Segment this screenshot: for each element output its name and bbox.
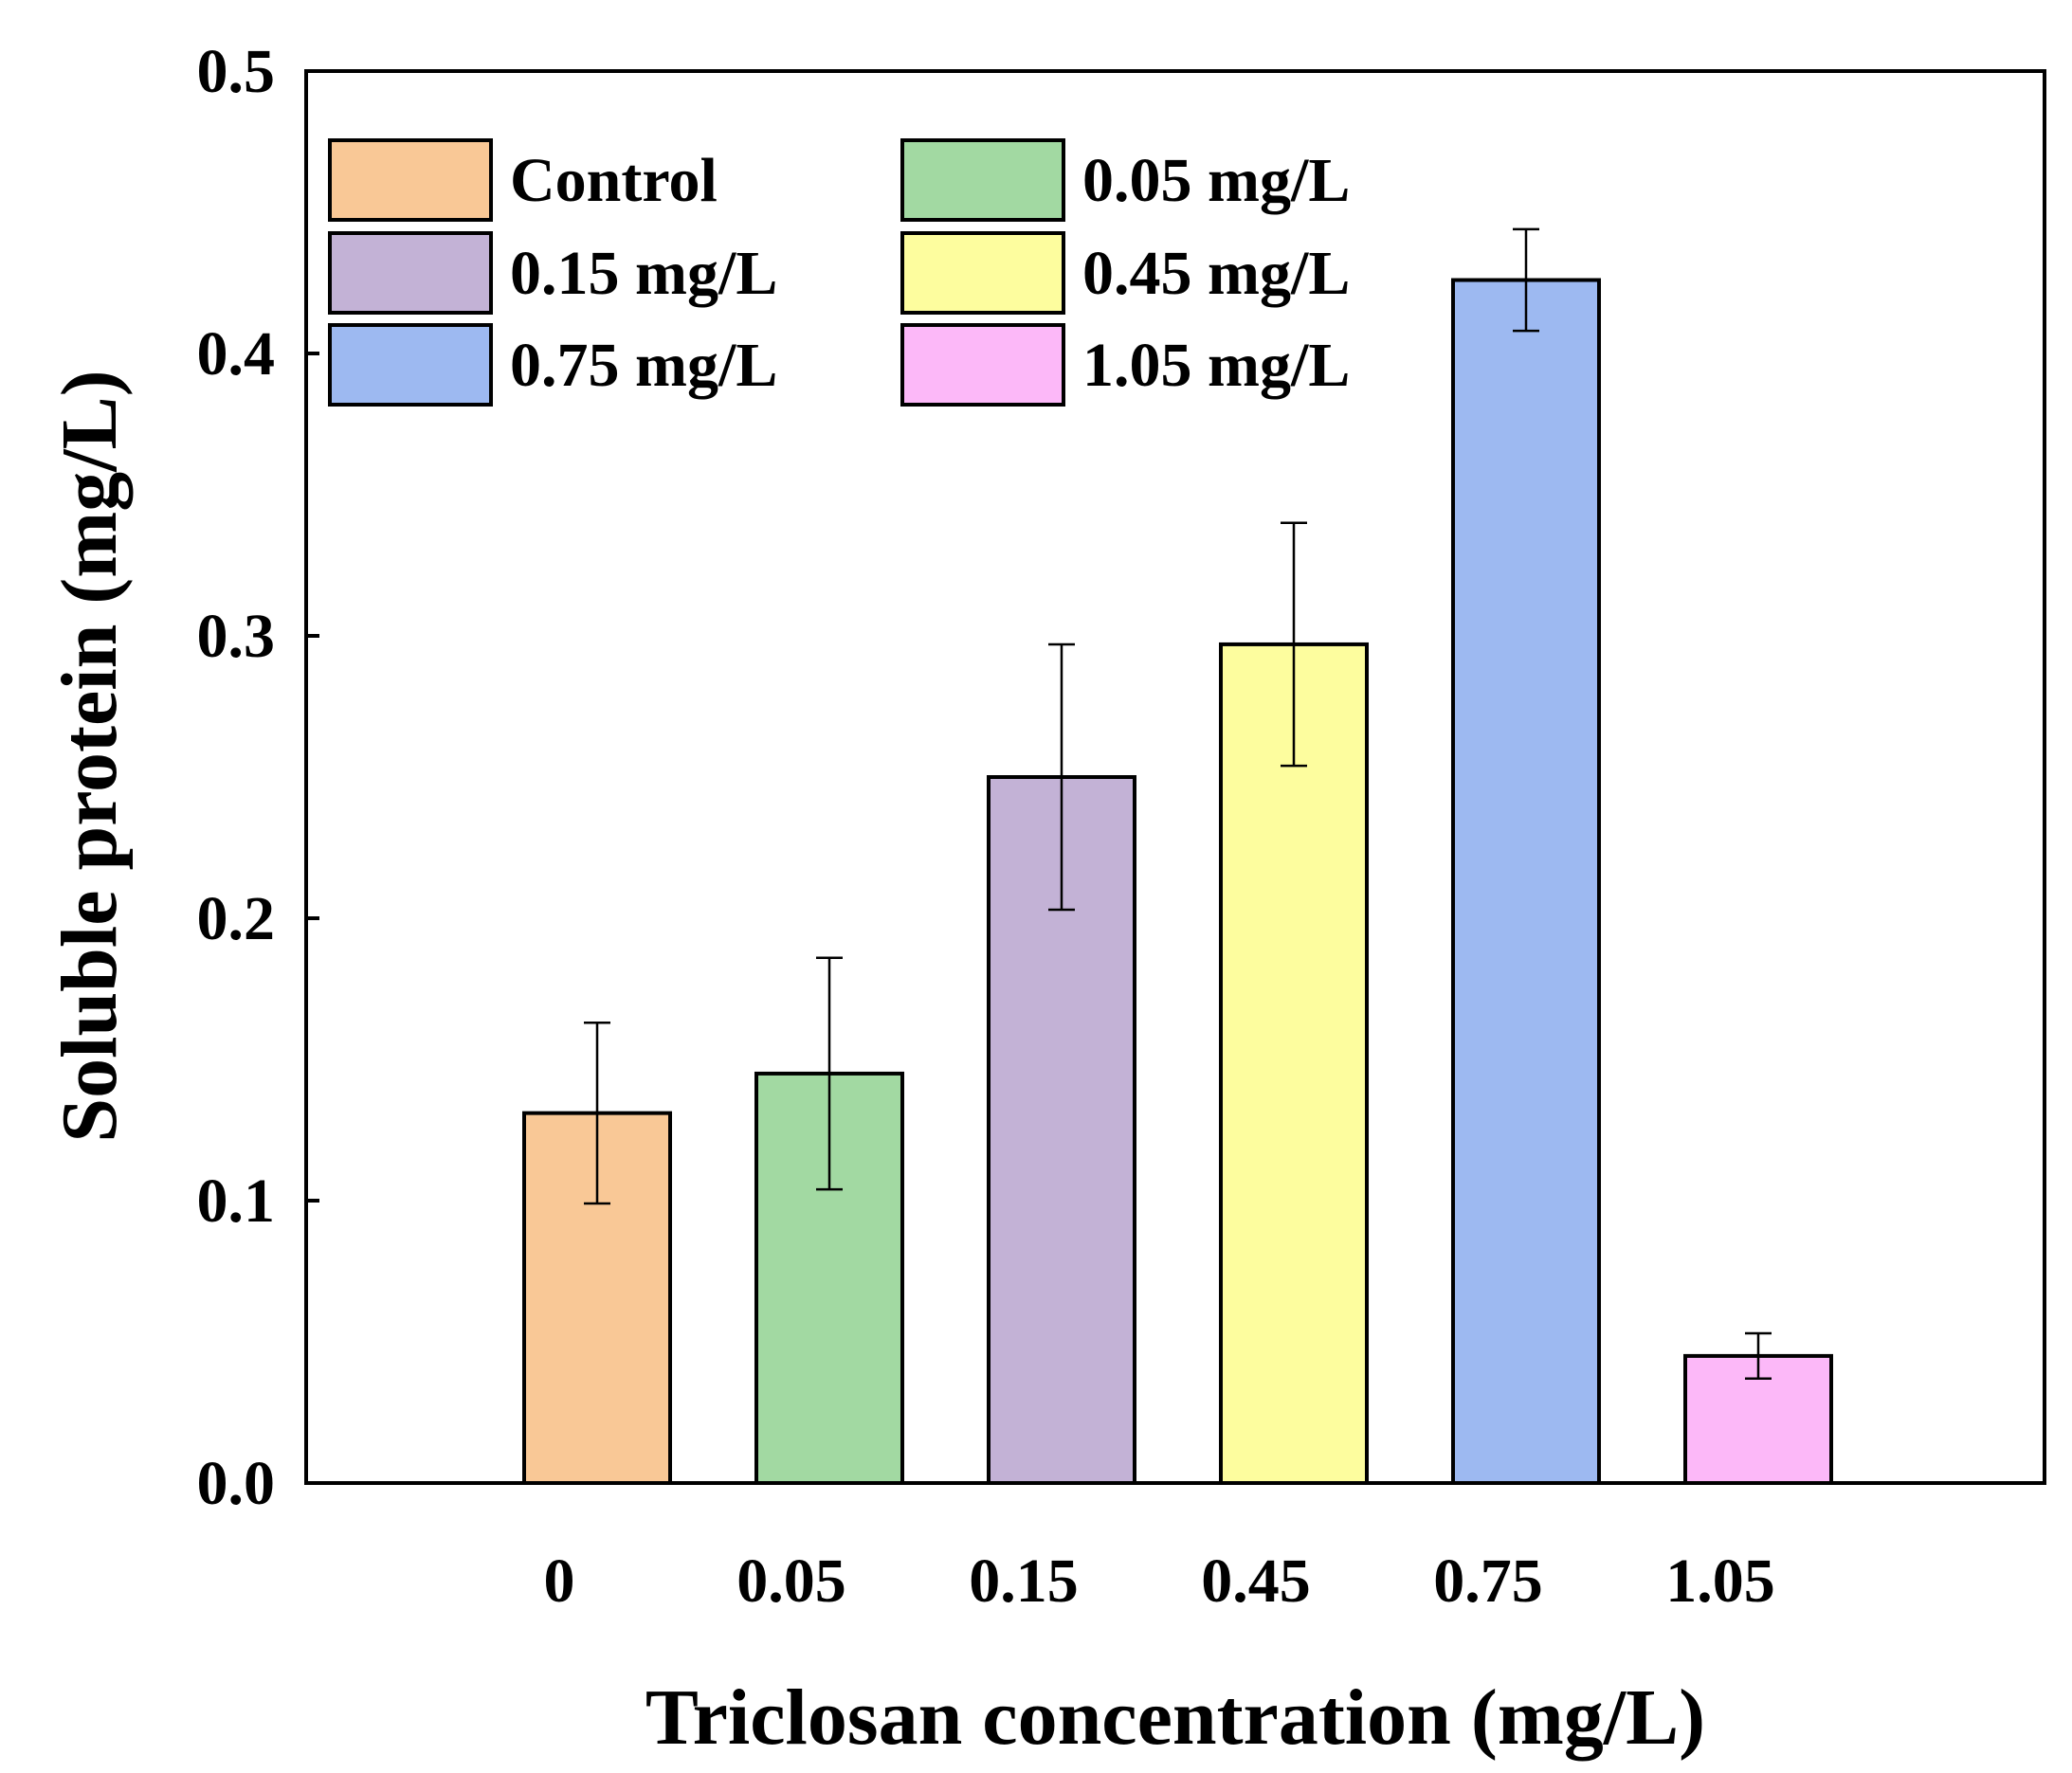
- bar-1.05: [1683, 1353, 1833, 1486]
- x-tick-label-0.05: 0.05: [736, 1547, 846, 1616]
- legend-label-5: 1.05 mg/L: [1082, 331, 1350, 400]
- x-tick-label-0.45: 0.45: [1201, 1547, 1311, 1616]
- x-tick-label-0.75: 0.75: [1433, 1547, 1543, 1616]
- y-tick-label-0.3: 0.3: [197, 602, 276, 671]
- plot-frame: [304, 69, 2046, 1485]
- legend-swatch-0: [328, 138, 493, 222]
- x-axis-title: Triclosan concentration (mg/L): [645, 1673, 1705, 1762]
- legend-swatch-5: [900, 323, 1065, 407]
- x-tick-label-1.05: 1.05: [1665, 1547, 1775, 1616]
- y-tick-label-0.1: 0.1: [197, 1167, 276, 1236]
- legend-label-3: 0.45 mg/L: [1082, 239, 1350, 308]
- y-tick-label-0.2: 0.2: [197, 884, 276, 953]
- legend-label-0: Control: [510, 146, 718, 215]
- x-tick-label-0: 0: [544, 1547, 575, 1616]
- legend-swatch-4: [328, 323, 493, 407]
- x-tick-label-0.15: 0.15: [969, 1547, 1079, 1616]
- y-tick-label-0.4: 0.4: [197, 319, 276, 389]
- legend-label-4: 0.75 mg/L: [510, 331, 777, 400]
- legend-swatch-2: [328, 231, 493, 315]
- y-tick-label-0.0: 0.0: [197, 1449, 276, 1518]
- legend-label-2: 0.15 mg/L: [510, 239, 777, 308]
- bar-0.45: [1219, 642, 1369, 1485]
- legend-swatch-3: [900, 231, 1065, 315]
- bar-0.75: [1451, 278, 1601, 1485]
- y-axis-title: Soluble protein (mg/L): [45, 370, 134, 1142]
- legend-label-1: 0.05 mg/L: [1082, 146, 1350, 215]
- y-tick-label-0.5: 0.5: [197, 37, 276, 106]
- legend-swatch-1: [900, 138, 1065, 222]
